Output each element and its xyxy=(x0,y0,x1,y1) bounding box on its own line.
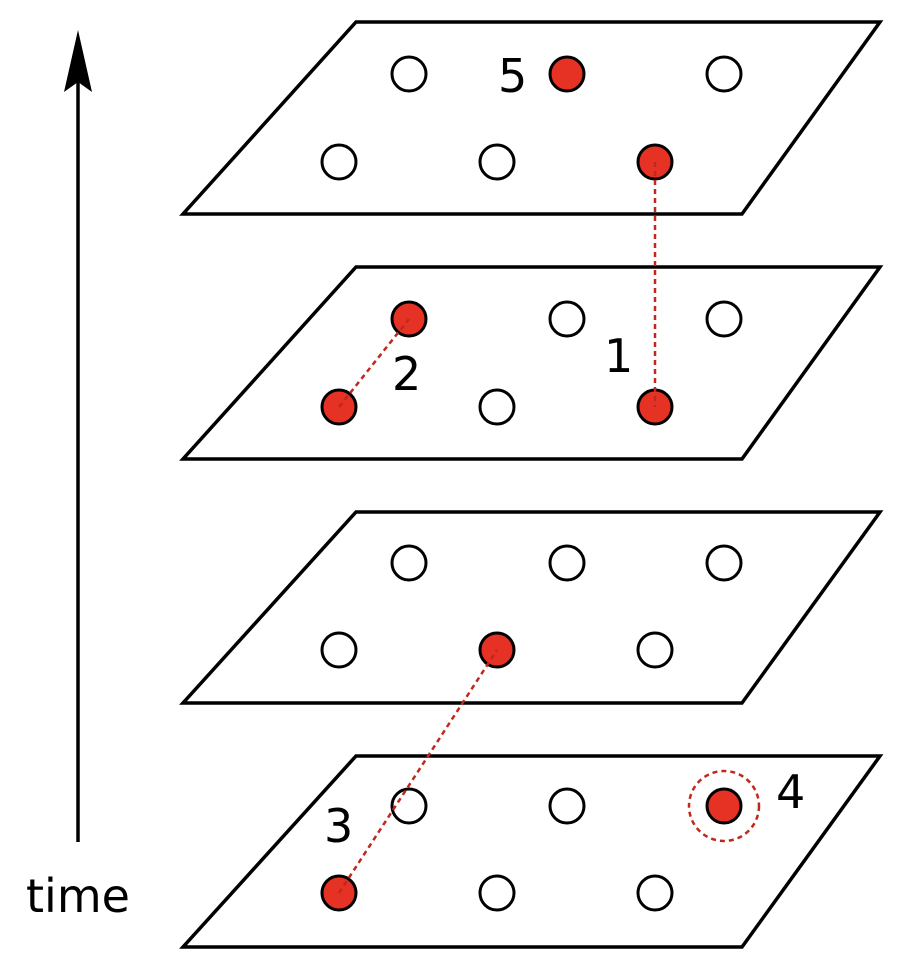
node xyxy=(320,143,358,181)
node xyxy=(390,787,428,825)
node xyxy=(390,55,428,93)
node xyxy=(705,300,743,338)
plane xyxy=(179,20,884,216)
node xyxy=(478,388,516,426)
time-slice-3: 2 1 xyxy=(179,265,884,461)
isolated-ring xyxy=(687,769,761,843)
node xyxy=(705,544,743,582)
node xyxy=(320,631,358,669)
active-node xyxy=(548,55,586,93)
annotation-2: 2 xyxy=(392,347,421,401)
active-node xyxy=(705,787,743,825)
time-slice-1: 3 4 xyxy=(179,754,884,949)
node xyxy=(548,787,586,825)
node xyxy=(548,544,586,582)
link-2 xyxy=(338,318,410,408)
time-slice-4: 5 xyxy=(179,20,884,216)
time-label: time xyxy=(26,869,130,923)
annotation-5: 5 xyxy=(498,49,527,103)
node xyxy=(478,143,516,181)
node xyxy=(390,544,428,582)
node xyxy=(636,631,674,669)
time-slice-2 xyxy=(179,510,884,705)
time-axis: time xyxy=(26,30,130,923)
annotation-3: 3 xyxy=(324,799,353,853)
node xyxy=(705,55,743,93)
node xyxy=(636,874,674,912)
node xyxy=(548,300,586,338)
annotation-1: 1 xyxy=(604,329,633,383)
time-arrow-icon xyxy=(64,30,92,92)
link-3 xyxy=(337,649,499,894)
node xyxy=(478,874,516,912)
annotation-4: 4 xyxy=(776,765,805,819)
plane xyxy=(179,510,884,705)
plane xyxy=(179,265,884,461)
